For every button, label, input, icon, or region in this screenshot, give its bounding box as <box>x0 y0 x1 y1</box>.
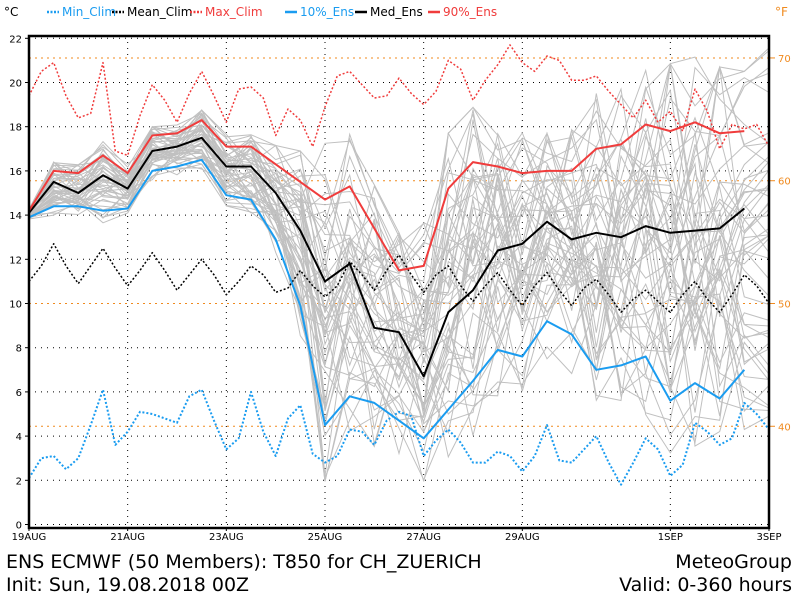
ensemble-member-line <box>28 131 770 382</box>
legend-label: Med_Ens <box>370 5 423 19</box>
y-tick-label: 0 <box>16 521 22 532</box>
ensemble-member-line <box>28 110 770 353</box>
ensemble-member-line <box>28 119 770 322</box>
ensemble-member-line <box>28 163 770 423</box>
ensemble-member-line <box>28 143 770 408</box>
y-tick-label: 12 <box>9 255 22 266</box>
init-time: Init: Sun, 19.08.2018 00Z <box>6 574 250 596</box>
y-tick-label: 10 <box>9 300 22 311</box>
ensemble-member-line <box>28 149 770 434</box>
chart-title: ENS ECMWF (50 Members): T850 for CH_ZUER… <box>6 551 482 573</box>
y-tick-label: 14 <box>9 211 22 222</box>
y-tick-label: 18 <box>9 123 22 134</box>
median-ens-line <box>28 136 745 378</box>
ensemble-member-line <box>28 140 770 377</box>
plot-frame <box>27 34 771 530</box>
ensemble-member-line <box>28 130 770 409</box>
t850-ensemble-chart: 0 2 4 6 8 10 12 14 16 18 20 22 40 50 60 70 19AUG 21AUG 23A… <box>4 5 791 543</box>
ensemble-member-line <box>28 50 770 294</box>
x-tick-label: 27AUG <box>406 532 441 543</box>
x-tick-label: 3SEP <box>756 532 781 543</box>
y-tick-f-label: 40 <box>778 422 791 433</box>
x-tick-label: 23AUG <box>209 532 244 543</box>
ensemble-member-line <box>28 66 770 334</box>
ensemble-member-line <box>28 47 770 314</box>
y-tick-f-label: 60 <box>778 177 791 188</box>
min-clim-line <box>28 388 770 486</box>
x-tick-label: 19AUG <box>12 532 47 543</box>
ensemble-members <box>28 47 770 482</box>
ensemble-member-line <box>28 126 770 349</box>
legend-label: Min_Clim <box>62 5 116 19</box>
x-tick-label: 29AUG <box>505 532 540 543</box>
y-tick-label: 8 <box>16 344 22 355</box>
brand-label: MeteoGroup <box>675 551 792 573</box>
y-tick-label: 22 <box>9 34 22 45</box>
y-tick-f-label: 50 <box>778 300 791 311</box>
y-tick-label: 2 <box>16 476 22 487</box>
x-tick-label: 21AUG <box>110 532 145 543</box>
ensemble-member-line <box>28 156 770 418</box>
max-clim-line <box>28 44 770 157</box>
valid-range: Valid: 0-360 hours <box>619 574 792 596</box>
legend-label: Max_Clim <box>205 5 263 19</box>
legend-label: 10%_Ens <box>300 5 354 19</box>
series-lines <box>28 44 770 486</box>
p10-ens-line <box>28 158 746 440</box>
y-tick-label: 4 <box>16 432 22 443</box>
mean-clim-line <box>28 243 770 314</box>
x-tick-label: 25AUG <box>308 532 343 543</box>
ensemble-member-line <box>28 72 770 292</box>
ensemble-member-line <box>28 133 770 378</box>
ensemble-member-line <box>28 109 770 334</box>
legend-label: 90%_Ens <box>443 5 497 19</box>
y-tick-label: 6 <box>16 388 22 399</box>
p90-ens-line <box>28 119 745 272</box>
axes: 0 2 4 6 8 10 12 14 16 18 20 22 40 50 60 70 19AUG 21AUG 23A… <box>9 34 790 543</box>
ensemble-member-line <box>28 163 770 456</box>
y-tick-label: 16 <box>9 167 22 178</box>
legend: Min_Clim Mean_Clim Max_Clim 10%_Ens Med_Ens 9… <box>47 5 497 19</box>
ensemble-member-line <box>28 141 770 482</box>
x-tick-label: 1SEP <box>658 532 683 543</box>
right-unit-label: °F <box>775 5 788 19</box>
legend-label: Mean_Clim <box>127 5 192 19</box>
left-unit-label: °C <box>4 5 18 19</box>
ensemble-member-line <box>28 144 770 420</box>
ensemble-member-line <box>28 155 770 445</box>
y-tick-label: 20 <box>9 79 22 90</box>
y-tick-f-label: 70 <box>778 54 791 65</box>
